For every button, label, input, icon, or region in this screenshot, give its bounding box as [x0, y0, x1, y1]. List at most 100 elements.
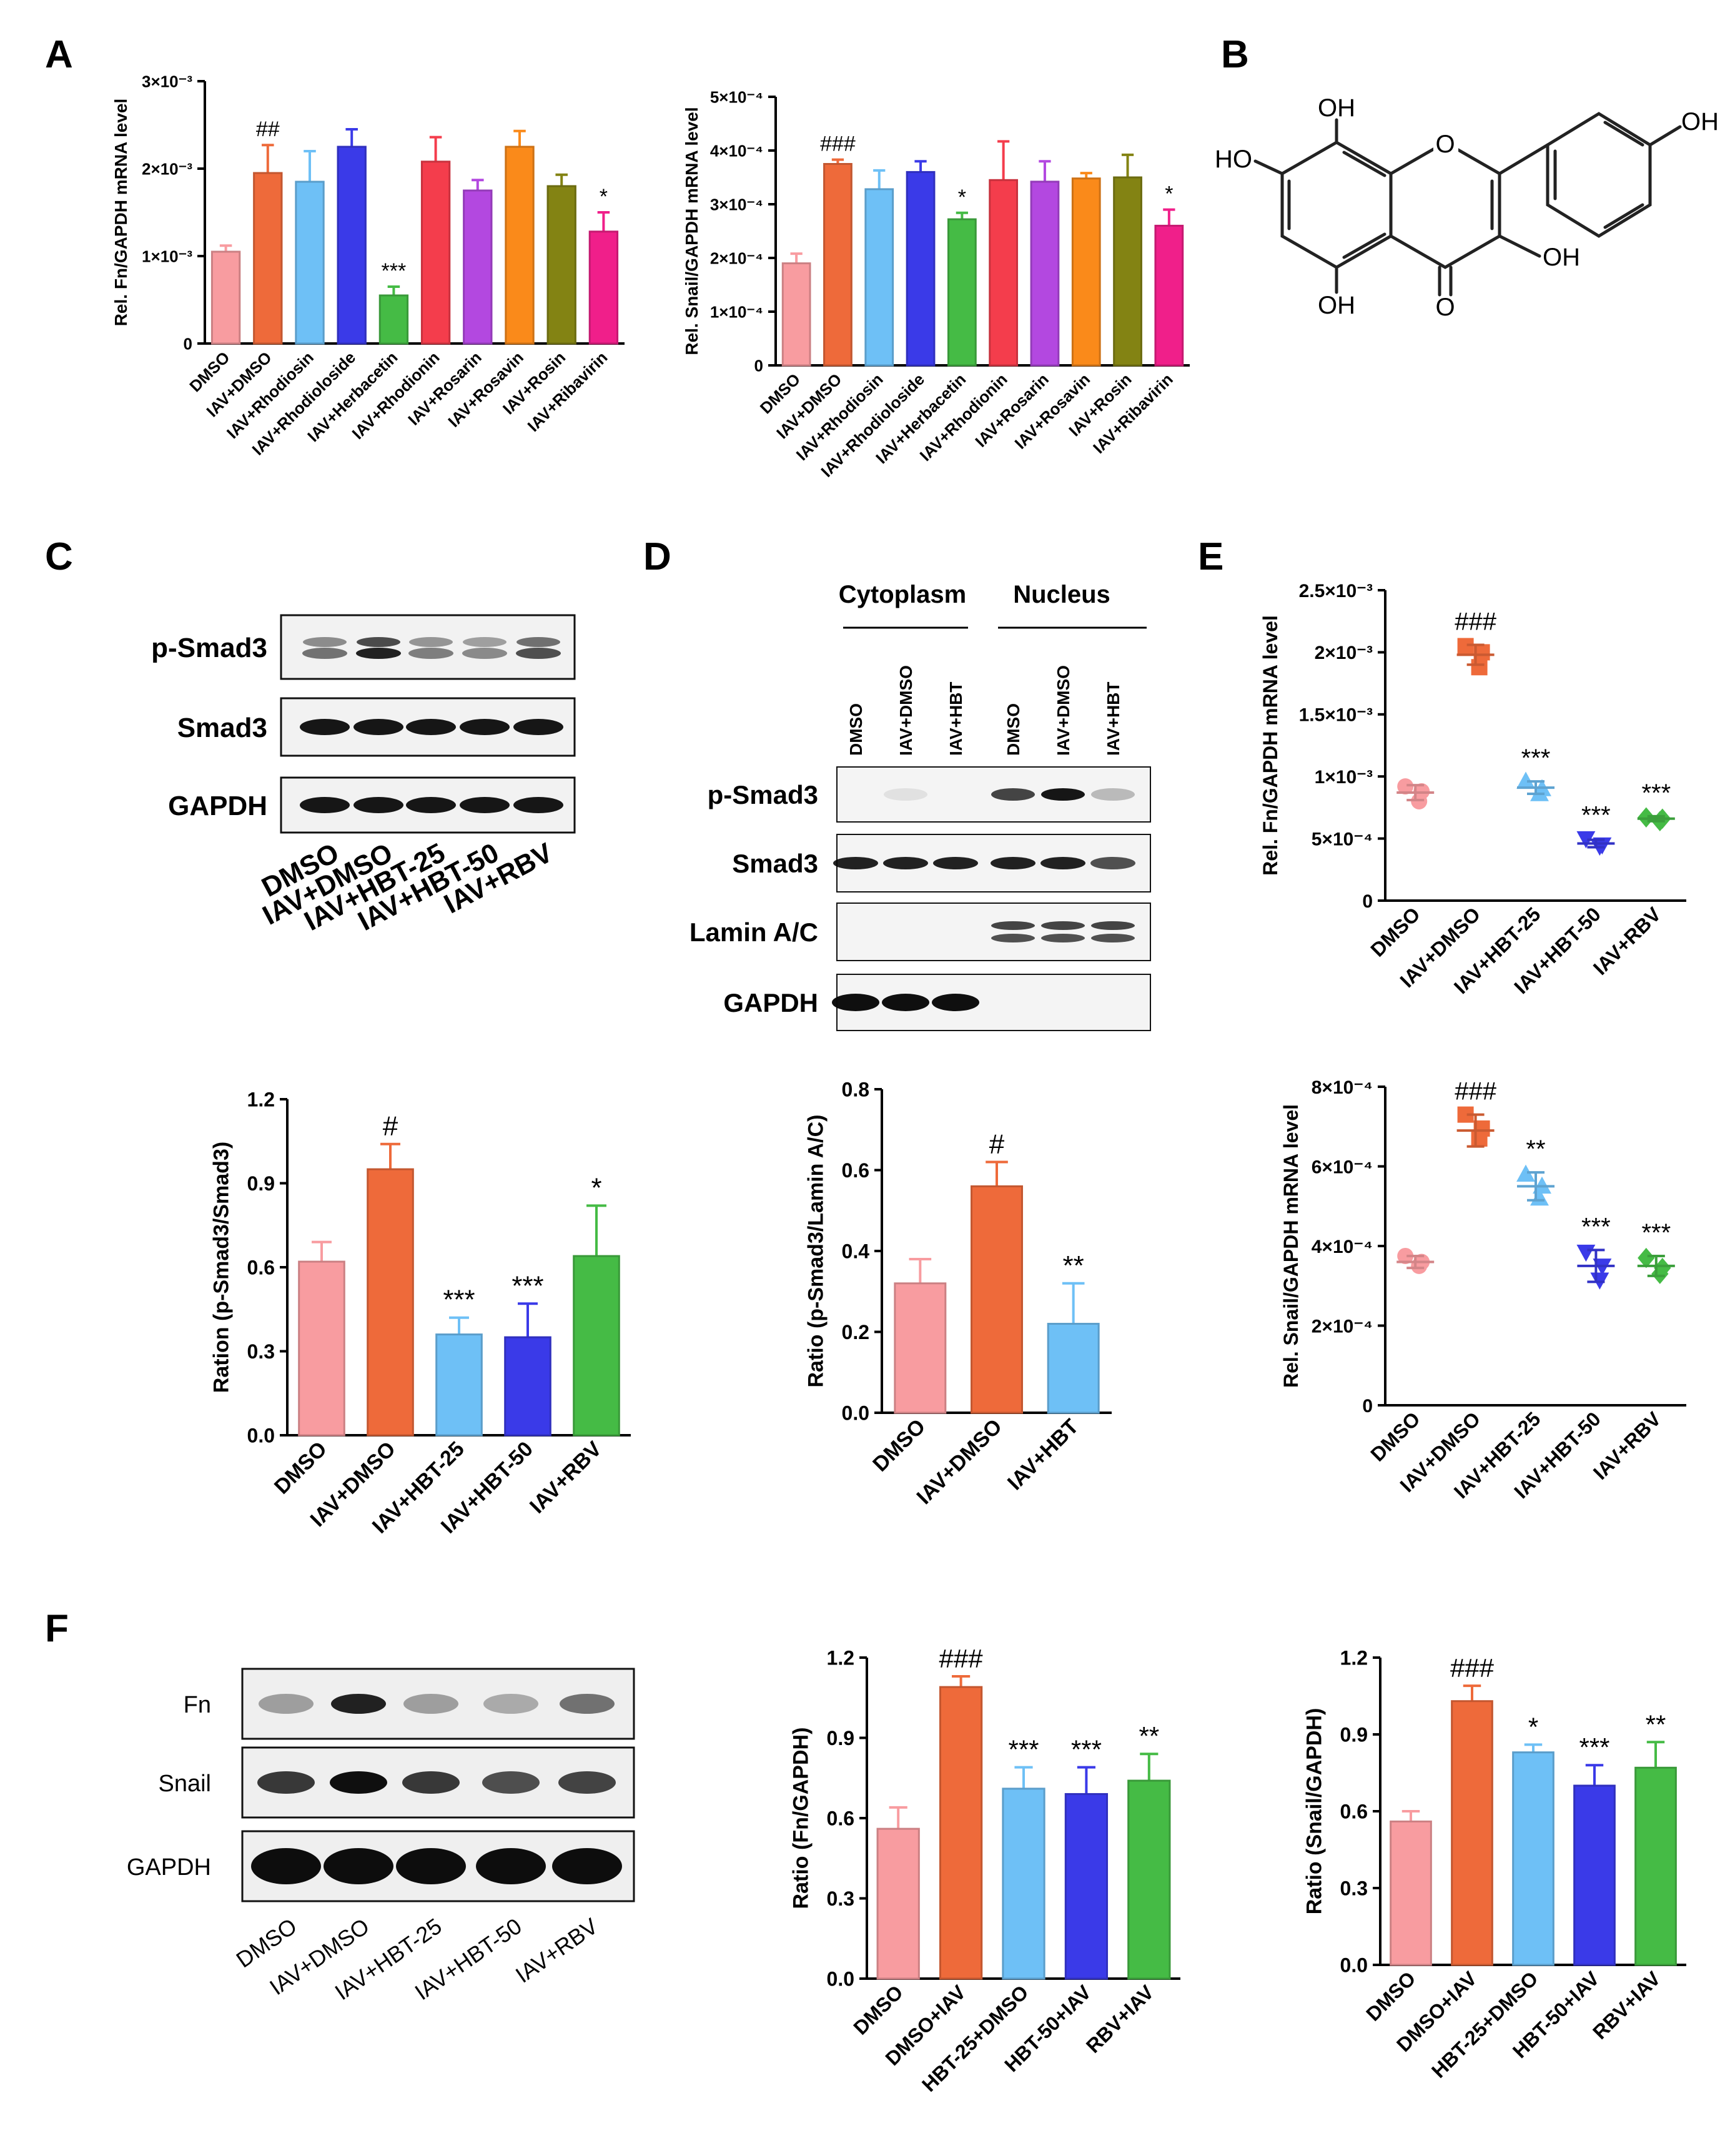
- x-category-label: HBT-25+DMSO: [917, 1980, 1033, 2096]
- x-category-label: DMSO: [1362, 1967, 1420, 2025]
- western-blot-f: FnSnailGAPDHDMSOIAV+DMSOIAV+HBT-25IAV+HB…: [127, 1668, 635, 2005]
- y-axis-label: Ratio (Snail/GAPDH): [1303, 1708, 1327, 1915]
- blot-lane-label: IAV+DMSO: [896, 665, 916, 756]
- panel-label-b: B: [1221, 33, 1249, 76]
- panel-label-c: C: [45, 535, 73, 578]
- blot-band: [259, 1694, 314, 1714]
- blot-band: [1091, 921, 1135, 930]
- blot-band: [991, 857, 1035, 869]
- blot-band: [1090, 857, 1135, 869]
- blot-band: [991, 788, 1035, 801]
- significance-label: ***: [512, 1270, 543, 1301]
- blot-band: [991, 921, 1035, 930]
- significance-label: ###: [820, 132, 856, 156]
- significance-label: *: [958, 185, 966, 209]
- significance-label: ***: [1581, 802, 1611, 829]
- blot-band: [403, 1694, 458, 1714]
- y-tick-label: 1.2: [247, 1089, 275, 1111]
- bar: [367, 1168, 414, 1437]
- blot-band: [483, 1694, 538, 1714]
- y-tick-label: 0.6: [247, 1257, 275, 1279]
- data-point: [1411, 1257, 1428, 1274]
- x-category-label: HBT-25+DMSO: [1427, 1967, 1543, 2082]
- chem-oh-3: OH: [1543, 244, 1580, 271]
- y-tick-label: 4×10⁻⁴: [710, 141, 763, 160]
- blot-band: [402, 1771, 460, 1794]
- blot-row-label: GAPDH: [168, 791, 267, 821]
- blot-lane-label: IAV+RBV: [511, 1913, 603, 1988]
- significance-label: ###: [1455, 608, 1496, 635]
- y-tick-label: 0.9: [247, 1172, 275, 1195]
- y-tick-label: 1.2: [1340, 1647, 1368, 1669]
- bar: [337, 146, 367, 345]
- significance-label: ***: [1071, 1735, 1102, 1764]
- chem-oxygen-ring: O: [1435, 131, 1455, 158]
- blot-band: [460, 797, 510, 813]
- y-tick-label: 0.3: [247, 1340, 275, 1363]
- blot-band: [832, 994, 879, 1011]
- blot-band: [513, 797, 563, 813]
- significance-label: ***: [1581, 1213, 1611, 1240]
- bar: [588, 230, 619, 345]
- blot-band: [330, 1771, 387, 1794]
- data-point: [1576, 1244, 1596, 1262]
- y-tick-label: 0.0: [1340, 1954, 1368, 1977]
- blot-band: [409, 637, 453, 647]
- y-tick-label: 0.0: [827, 1968, 854, 1990]
- bar: [894, 1282, 947, 1414]
- significance-label: *: [1528, 1712, 1538, 1741]
- y-tick-label: 1.5×10⁻³: [1299, 705, 1373, 726]
- blot-band: [516, 637, 560, 647]
- blot-band: [251, 1848, 321, 1884]
- bar: [1127, 1779, 1171, 1980]
- blot-row-label: p-Smad3: [708, 780, 818, 809]
- blot-row-label: Fn: [184, 1692, 211, 1718]
- chem-oh-top: OH: [1318, 94, 1355, 122]
- blot-band: [303, 637, 347, 647]
- bar: [939, 1686, 983, 1980]
- western-blot-c: p-Smad3Smad3GAPDHDMSOIAV+DMSOIAV+HBT-25I…: [151, 614, 576, 937]
- y-tick-label: 0.8: [842, 1079, 869, 1101]
- significance-label: ***: [382, 259, 407, 283]
- y-tick-label: 1.2: [827, 1647, 854, 1669]
- blot-band: [356, 648, 401, 659]
- bar: [1047, 1323, 1100, 1414]
- y-axis-label: Ration (p-Smad3/Smad3): [210, 1142, 234, 1393]
- blot-band: [1040, 857, 1085, 869]
- blot-lane-label: IAV+DMSO: [1054, 665, 1073, 756]
- y-tick-label: 0: [184, 334, 192, 353]
- y-tick-label: 5×10⁻⁴: [1312, 829, 1373, 849]
- bar: [971, 1185, 1023, 1414]
- western-blot-d: Cytoplasm Nucleus DMSO IAV+DMSO IAV+HBT DMSO I…: [689, 581, 1151, 1031]
- significance-label: *: [591, 1172, 601, 1203]
- panel-label-e: E: [1198, 535, 1223, 578]
- significance-label: ***: [1008, 1735, 1039, 1764]
- x-category-label: RBV+IAV: [1588, 1967, 1665, 2044]
- x-category-label: DMSO: [270, 1437, 332, 1499]
- bar: [504, 1336, 551, 1437]
- y-tick-label: 2.5×10⁻³: [1299, 581, 1373, 601]
- blot-band: [1091, 934, 1135, 942]
- blot-band: [991, 934, 1035, 942]
- bar: [1451, 1700, 1493, 1966]
- blot-group-label: Cytoplasm: [839, 581, 967, 608]
- blot-band: [1041, 934, 1085, 942]
- blot-band: [513, 719, 563, 735]
- y-tick-label: 0.9: [1340, 1724, 1368, 1746]
- blot-band: [476, 1848, 546, 1884]
- blot-lane-label: IAV+HBT: [946, 682, 966, 756]
- blot-row-label: Smad3: [177, 713, 267, 743]
- blot-band: [406, 797, 456, 813]
- blot-band: [884, 788, 927, 801]
- significance-label: ***: [1579, 1733, 1609, 1762]
- y-tick-label: 0.6: [1340, 1801, 1368, 1823]
- significance-label: *: [600, 185, 608, 209]
- blot-band: [463, 637, 507, 647]
- y-tick-label: 2×10⁻⁴: [710, 249, 763, 267]
- x-category-label: DMSO: [1366, 902, 1424, 961]
- bar: [989, 179, 1019, 367]
- blot-row-label: GAPDH: [723, 988, 818, 1017]
- y-axis-label: Rel. Fn/GAPDH mRNA level: [1259, 615, 1282, 876]
- y-tick-label: 0.2: [842, 1321, 869, 1343]
- bar: [295, 180, 325, 345]
